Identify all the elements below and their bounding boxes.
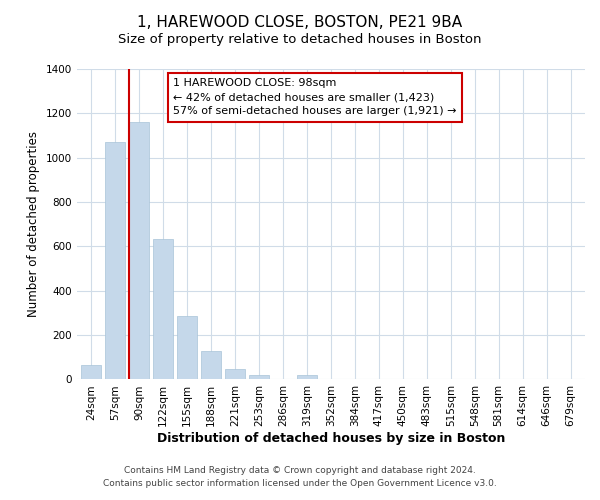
Bar xyxy=(225,369,245,380)
Bar xyxy=(81,365,101,380)
Bar xyxy=(296,375,317,380)
Bar xyxy=(177,316,197,380)
X-axis label: Distribution of detached houses by size in Boston: Distribution of detached houses by size … xyxy=(157,432,505,445)
Bar xyxy=(153,238,173,380)
Bar xyxy=(129,122,149,380)
Y-axis label: Number of detached properties: Number of detached properties xyxy=(27,131,40,317)
Bar xyxy=(105,142,125,380)
Bar xyxy=(201,350,221,380)
Text: Size of property relative to detached houses in Boston: Size of property relative to detached ho… xyxy=(118,32,482,46)
Bar xyxy=(249,375,269,380)
Text: Contains HM Land Registry data © Crown copyright and database right 2024.
Contai: Contains HM Land Registry data © Crown c… xyxy=(103,466,497,487)
Text: 1 HAREWOOD CLOSE: 98sqm
← 42% of detached houses are smaller (1,423)
57% of semi: 1 HAREWOOD CLOSE: 98sqm ← 42% of detache… xyxy=(173,78,457,116)
Text: 1, HAREWOOD CLOSE, BOSTON, PE21 9BA: 1, HAREWOOD CLOSE, BOSTON, PE21 9BA xyxy=(137,15,463,30)
